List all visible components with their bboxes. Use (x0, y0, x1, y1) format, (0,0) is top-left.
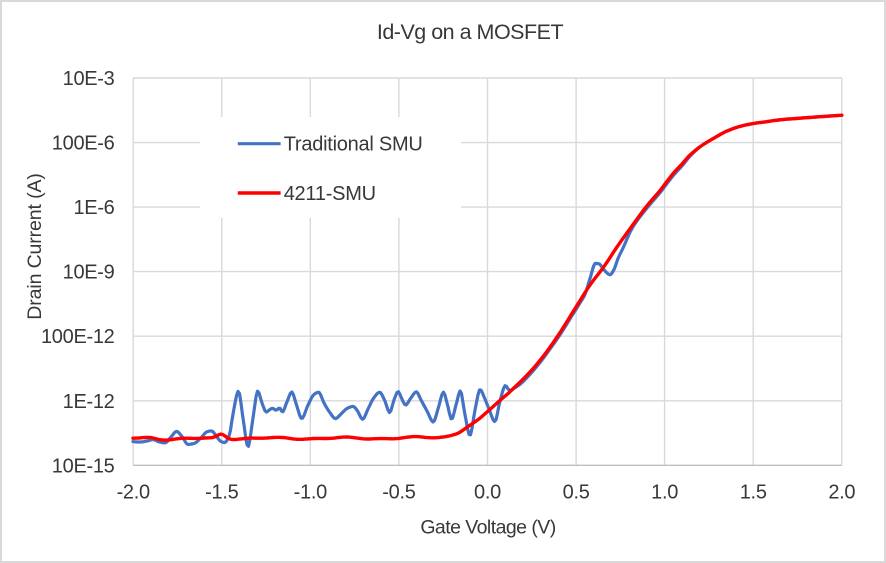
svg-text:0.5: 0.5 (563, 482, 590, 504)
svg-text:Drain Current (A): Drain Current (A) (24, 173, 46, 319)
svg-text:2.0: 2.0 (828, 482, 855, 504)
svg-text:Traditional SMU: Traditional SMU (284, 134, 423, 156)
svg-text:100E-12: 100E-12 (41, 326, 115, 348)
svg-text:4211-SMU: 4211-SMU (284, 183, 376, 205)
svg-text:1E-12: 1E-12 (63, 391, 115, 413)
svg-text:100E-6: 100E-6 (52, 133, 115, 155)
svg-text:-1.0: -1.0 (294, 482, 327, 504)
svg-text:-0.5: -0.5 (382, 482, 415, 504)
svg-text:Gate Voltage (V): Gate Voltage (V) (420, 517, 555, 539)
svg-text:10E-9: 10E-9 (63, 262, 115, 284)
svg-text:0.0: 0.0 (474, 482, 501, 504)
svg-text:Id-Vg on a MOSFET: Id-Vg on a MOSFET (377, 20, 564, 44)
svg-text:1.0: 1.0 (651, 482, 678, 504)
svg-text:1.5: 1.5 (740, 482, 767, 504)
svg-text:1E-6: 1E-6 (73, 197, 114, 219)
svg-text:-1.5: -1.5 (205, 482, 238, 504)
svg-text:10E-15: 10E-15 (52, 455, 115, 477)
svg-text:10E-3: 10E-3 (63, 68, 115, 90)
svg-text:-2.0: -2.0 (117, 482, 150, 504)
